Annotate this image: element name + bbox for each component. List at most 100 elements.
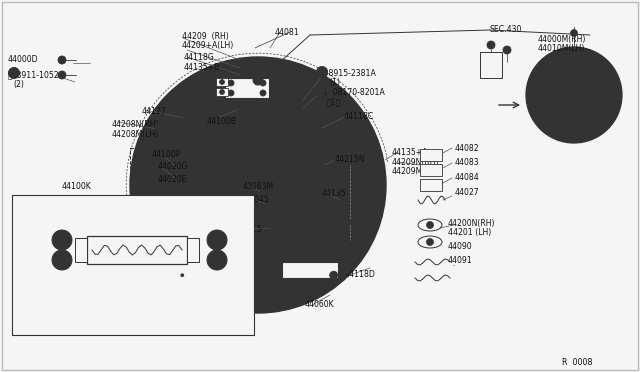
Circle shape bbox=[317, 67, 328, 77]
Circle shape bbox=[153, 80, 363, 290]
Circle shape bbox=[426, 238, 433, 246]
Text: 44051(LH): 44051(LH) bbox=[208, 267, 249, 276]
Text: 44100B: 44100B bbox=[207, 117, 237, 126]
Circle shape bbox=[294, 286, 297, 289]
Bar bbox=[75, 238, 87, 262]
Text: 44124: 44124 bbox=[142, 203, 167, 212]
Text: 44045: 44045 bbox=[245, 195, 269, 204]
Text: 44128: 44128 bbox=[56, 225, 81, 234]
Text: 44084: 44084 bbox=[455, 173, 480, 182]
Text: 44209N(RH): 44209N(RH) bbox=[392, 158, 440, 167]
Text: 44030H: 44030H bbox=[213, 212, 243, 221]
Text: 44020G: 44020G bbox=[158, 162, 189, 171]
Text: 44112: 44112 bbox=[104, 203, 129, 212]
Text: 44083: 44083 bbox=[455, 158, 479, 167]
Circle shape bbox=[159, 240, 162, 243]
Circle shape bbox=[207, 250, 227, 270]
Circle shape bbox=[356, 231, 364, 239]
Circle shape bbox=[255, 66, 262, 73]
Circle shape bbox=[503, 46, 511, 54]
Bar bbox=[420, 149, 442, 161]
Text: M: M bbox=[319, 69, 324, 74]
Text: 44215N: 44215N bbox=[335, 155, 365, 164]
Text: N: N bbox=[11, 70, 16, 75]
Text: 44209  (RH): 44209 (RH) bbox=[182, 32, 228, 41]
Text: 44082: 44082 bbox=[455, 144, 479, 153]
Circle shape bbox=[189, 134, 198, 143]
Circle shape bbox=[156, 237, 164, 245]
Circle shape bbox=[253, 75, 263, 85]
Circle shape bbox=[532, 53, 616, 137]
Text: 44030(LH): 44030(LH) bbox=[208, 249, 248, 258]
Circle shape bbox=[330, 271, 338, 279]
Text: 44127: 44127 bbox=[142, 107, 167, 116]
Circle shape bbox=[487, 41, 495, 49]
Circle shape bbox=[255, 297, 262, 304]
Circle shape bbox=[212, 255, 222, 265]
Circle shape bbox=[57, 255, 67, 265]
Text: 44010M(LH): 44010M(LH) bbox=[538, 44, 586, 53]
Text: SEC.430: SEC.430 bbox=[490, 25, 522, 34]
Circle shape bbox=[235, 162, 281, 208]
Bar bbox=[87, 236, 187, 264]
Text: 44100P: 44100P bbox=[152, 150, 181, 159]
Text: 44135+B: 44135+B bbox=[184, 63, 220, 72]
Text: (1): (1) bbox=[329, 78, 340, 87]
Circle shape bbox=[212, 235, 222, 245]
Circle shape bbox=[207, 230, 227, 250]
Circle shape bbox=[155, 239, 162, 246]
Circle shape bbox=[356, 161, 364, 169]
Bar bbox=[12, 195, 254, 335]
Text: R  0008: R 0008 bbox=[562, 358, 593, 367]
Text: 44135+A: 44135+A bbox=[392, 148, 428, 157]
Circle shape bbox=[181, 274, 184, 277]
Text: 44020E: 44020E bbox=[158, 175, 188, 184]
Text: 44091: 44091 bbox=[448, 256, 473, 265]
Circle shape bbox=[52, 230, 72, 250]
Bar bbox=[187, 238, 199, 262]
Circle shape bbox=[570, 29, 577, 36]
Circle shape bbox=[286, 161, 294, 169]
Circle shape bbox=[288, 163, 292, 167]
Text: 44208M(LH): 44208M(LH) bbox=[112, 130, 159, 139]
Text: 44041(RH): 44041(RH) bbox=[208, 258, 250, 267]
Circle shape bbox=[270, 83, 280, 93]
Text: 44000M(RH): 44000M(RH) bbox=[538, 35, 586, 44]
Bar bbox=[216, 78, 228, 86]
Bar bbox=[420, 164, 442, 176]
Text: 44209+A(LH): 44209+A(LH) bbox=[182, 41, 234, 50]
Text: 44208N(RH): 44208N(RH) bbox=[112, 120, 159, 129]
Text: (2): (2) bbox=[13, 80, 24, 89]
Text: 44200N(RH): 44200N(RH) bbox=[448, 219, 495, 228]
Circle shape bbox=[228, 90, 234, 96]
Circle shape bbox=[333, 180, 342, 189]
Bar bbox=[216, 88, 228, 96]
Circle shape bbox=[260, 80, 266, 86]
Text: 44081: 44081 bbox=[275, 28, 300, 37]
Text: 44201 (LH): 44201 (LH) bbox=[448, 228, 492, 237]
Circle shape bbox=[332, 274, 335, 277]
Circle shape bbox=[8, 67, 19, 78]
Circle shape bbox=[570, 120, 577, 127]
Ellipse shape bbox=[418, 236, 442, 248]
Circle shape bbox=[358, 233, 362, 237]
Text: 44060K: 44060K bbox=[305, 300, 335, 309]
Circle shape bbox=[155, 124, 162, 131]
Text: 44108: 44108 bbox=[15, 270, 40, 279]
Circle shape bbox=[179, 271, 186, 279]
Circle shape bbox=[314, 86, 326, 96]
Circle shape bbox=[562, 83, 586, 107]
Bar bbox=[130, 148, 262, 238]
Text: 44215: 44215 bbox=[238, 225, 263, 234]
Circle shape bbox=[207, 134, 309, 236]
Text: 44118D: 44118D bbox=[345, 270, 376, 279]
Bar bbox=[480, 52, 502, 78]
Text: 43083M: 43083M bbox=[243, 182, 274, 191]
Text: 44209M(LH): 44209M(LH) bbox=[392, 167, 439, 176]
Text: 44118C: 44118C bbox=[344, 112, 374, 121]
Text: 44090: 44090 bbox=[448, 242, 472, 251]
Circle shape bbox=[220, 80, 225, 84]
Text: 44100K: 44100K bbox=[62, 182, 92, 191]
Circle shape bbox=[260, 90, 266, 96]
Circle shape bbox=[130, 57, 386, 313]
